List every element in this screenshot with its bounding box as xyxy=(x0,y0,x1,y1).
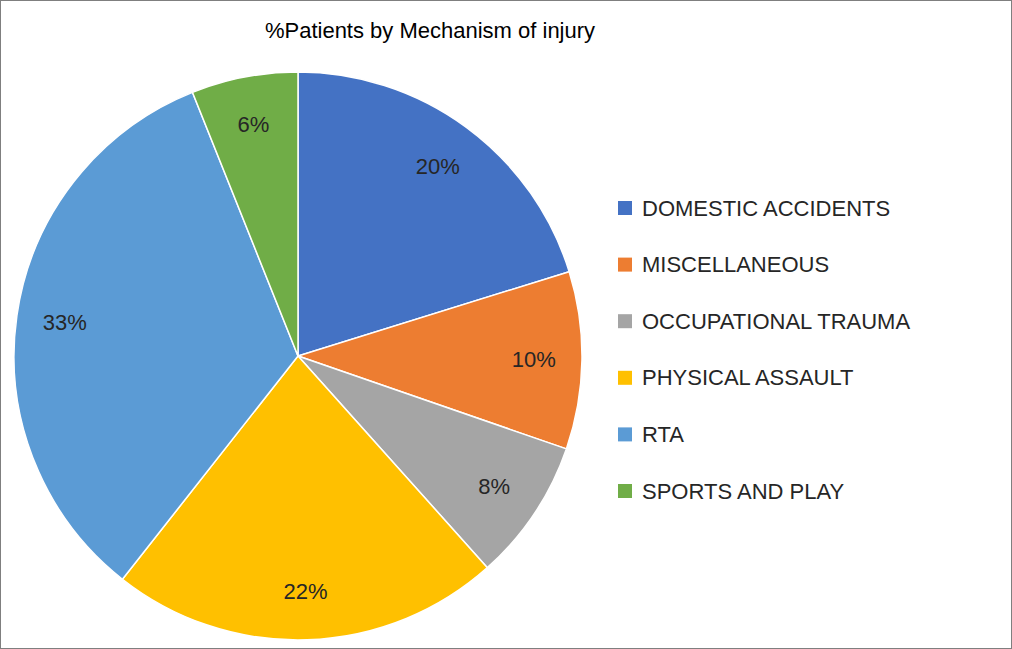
plot-area xyxy=(14,72,582,640)
legend-swatch xyxy=(618,258,632,272)
legend-item: SPORTS AND PLAY xyxy=(618,479,844,504)
legend-label: OCCUPATIONAL TRAUMA xyxy=(642,309,910,334)
data-label: 33% xyxy=(43,310,87,335)
legend-label: SPORTS AND PLAY xyxy=(642,479,844,504)
legend-item: DOMESTIC ACCIDENTS xyxy=(618,196,890,221)
legend: DOMESTIC ACCIDENTS MISCELLANEOUS OCCUPATIO… xyxy=(618,196,910,504)
data-labels: 20% 10% 8% 22% 33% 6% xyxy=(43,112,556,604)
chart-frame xyxy=(1,1,1012,649)
legend-item: RTA xyxy=(618,422,684,447)
legend-item: PHYSICAL ASSAULT xyxy=(618,365,854,390)
pie xyxy=(14,72,582,640)
data-label: 20% xyxy=(416,154,460,179)
legend-item: MISCELLANEOUS xyxy=(618,252,829,277)
chart-root: %Patients by Mechanism of injury 20% 10% 8%… xyxy=(0,0,1012,649)
legend-item: OCCUPATIONAL TRAUMA xyxy=(618,309,910,334)
legend-swatch xyxy=(618,427,632,441)
pie-slice xyxy=(192,72,298,356)
legend-swatch xyxy=(618,314,632,328)
legend-swatch xyxy=(618,484,632,498)
legend-swatch xyxy=(618,201,632,215)
legend-label: RTA xyxy=(642,422,684,447)
data-label: 8% xyxy=(478,474,510,499)
legend-label: PHYSICAL ASSAULT xyxy=(642,365,854,390)
data-label: 10% xyxy=(512,347,556,372)
chart-title: %Patients by Mechanism of injury xyxy=(265,18,595,43)
legend-label: DOMESTIC ACCIDENTS xyxy=(642,196,890,221)
data-label: 6% xyxy=(237,112,269,137)
data-label: 22% xyxy=(283,579,327,604)
legend-label: MISCELLANEOUS xyxy=(642,252,829,277)
legend-swatch xyxy=(618,371,632,385)
